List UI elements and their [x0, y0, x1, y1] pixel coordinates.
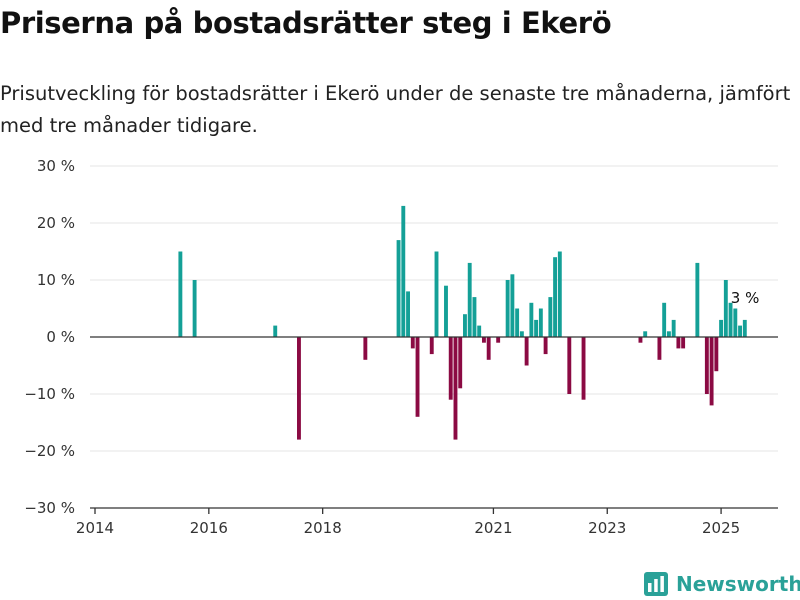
- chart-title: Priserna på bostadsrätter steg i Ekerö: [0, 6, 612, 40]
- bar-positive: [273, 325, 278, 337]
- bar-positive: [396, 240, 401, 337]
- y-tick-label: −20 %: [24, 442, 75, 460]
- bar-positive: [733, 308, 738, 337]
- bar-positive: [719, 319, 724, 337]
- bar-negative: [567, 337, 572, 394]
- bar-negative: [676, 337, 681, 349]
- chart-bars: [178, 205, 747, 440]
- chart-subtitle: Prisutveckling för bostadsrätter i Ekerö…: [0, 82, 791, 137]
- bar-positive: [728, 302, 733, 337]
- latest-value-annotation: 3 %: [731, 289, 760, 307]
- x-axis-labels: 2014 2016 2018 2021 2023 2025: [76, 519, 740, 537]
- bar-negative: [638, 337, 643, 343]
- bar-positive: [666, 331, 671, 337]
- bar-positive: [401, 205, 406, 337]
- bar-positive: [742, 319, 747, 337]
- bar-positive: [444, 285, 448, 337]
- bar-chart-logo-icon: [644, 572, 668, 596]
- y-tick-label: 20 %: [37, 214, 75, 232]
- x-tick-label: 2023: [588, 519, 626, 537]
- bar-negative: [410, 337, 415, 349]
- bar-positive: [519, 331, 524, 337]
- bar-positive: [529, 302, 534, 337]
- bar-negative: [714, 337, 719, 372]
- bar-negative: [581, 337, 586, 400]
- bar-positive: [192, 280, 197, 337]
- bar-negative: [681, 337, 686, 349]
- bar-positive: [548, 297, 553, 337]
- x-tick-label: 2025: [702, 519, 740, 537]
- y-tick-label: 0 %: [46, 328, 75, 346]
- bar-negative: [448, 337, 453, 400]
- bar-positive: [553, 257, 558, 337]
- x-tick-label: 2014: [76, 519, 114, 537]
- bar-positive: [463, 314, 467, 337]
- bar-positive: [477, 325, 482, 337]
- y-tick-label: −10 %: [24, 385, 75, 403]
- bar-negative: [704, 337, 709, 394]
- bar-negative: [496, 337, 501, 343]
- bar-negative: [481, 337, 486, 343]
- bar-positive: [406, 291, 410, 337]
- bar-positive: [671, 319, 676, 337]
- x-tick-label: 2021: [474, 519, 512, 537]
- bar-negative: [429, 337, 434, 355]
- bar-positive: [662, 302, 667, 337]
- bar-negative: [657, 337, 662, 360]
- bar-negative: [486, 337, 491, 360]
- bar-positive: [505, 280, 510, 337]
- bar-negative: [709, 337, 714, 406]
- y-axis-labels: 30 % 20 % 10 % 0 % −10 % −20 % −30 %: [24, 157, 75, 517]
- bar-positive: [534, 319, 539, 337]
- bar-positive: [643, 331, 648, 337]
- bar-positive: [723, 280, 728, 337]
- bar-positive: [695, 262, 700, 337]
- bar-positive: [538, 308, 543, 337]
- y-tick-label: −30 %: [24, 499, 75, 517]
- bar-negative: [297, 337, 301, 440]
- bar-positive: [178, 251, 183, 337]
- bar-positive: [467, 262, 472, 337]
- bar-negative: [458, 337, 463, 389]
- bar-positive: [472, 297, 477, 337]
- brand-logo: Newsworthy: [644, 569, 800, 599]
- bar-negative: [363, 337, 368, 360]
- y-tick-label: 30 %: [37, 157, 75, 175]
- bar-negative: [543, 337, 548, 355]
- x-tick-label: 2018: [304, 519, 342, 537]
- bar-negative: [415, 337, 420, 417]
- bar-positive: [515, 308, 520, 337]
- bar-negative: [524, 337, 529, 366]
- bar-positive: [510, 274, 515, 337]
- x-tick-label: 2016: [190, 519, 228, 537]
- y-tick-label: 10 %: [37, 271, 75, 289]
- brand-name: Newsworthy: [676, 572, 800, 596]
- axes: [90, 336, 778, 514]
- annotations: 3 %: [731, 289, 760, 307]
- bar-positive: [738, 325, 742, 337]
- bar-positive: [557, 251, 562, 337]
- bar-negative: [453, 337, 458, 440]
- bar-positive: [434, 251, 439, 337]
